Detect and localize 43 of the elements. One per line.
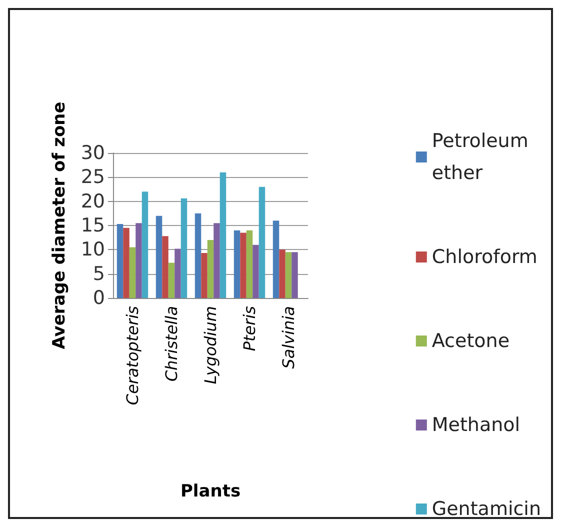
bar (136, 223, 142, 298)
legend-label: Acetone (432, 330, 510, 352)
legend-label: Methanol (432, 414, 520, 436)
bar (116, 224, 124, 298)
y-tick-label: 5 (92, 262, 105, 285)
x-tick-label: Ceratopteris (123, 306, 142, 406)
y-tick-label: 10 (80, 238, 105, 261)
bar (234, 230, 240, 298)
y-tick-label: 15 (80, 214, 105, 236)
bar (279, 250, 286, 298)
legend-label: Gentamicin (432, 498, 542, 520)
bar (246, 230, 253, 298)
bar (285, 252, 292, 298)
legend-label: Chloroform (432, 246, 538, 268)
bar (201, 253, 208, 298)
x-tick-label: Christella (162, 306, 181, 382)
x-tick-label: Lygodium (201, 306, 220, 384)
bar (129, 247, 136, 298)
y-tick-label: 30 (80, 142, 105, 164)
x-tick-label: Salvinia (279, 306, 298, 369)
y-tick-label: 25 (80, 166, 105, 188)
legend-label: Petroleum ether (432, 130, 528, 184)
bar (240, 232, 246, 298)
bar (252, 244, 259, 298)
y-tick-label: 0 (92, 287, 105, 309)
bar (142, 192, 148, 298)
bar (272, 220, 280, 298)
y-tick-label: 20 (80, 190, 105, 212)
bar (207, 240, 214, 298)
bar (258, 186, 266, 298)
x-axis-title: Plants (180, 482, 241, 502)
y-axis-title: Average diameter of zone (50, 102, 70, 350)
bar (162, 236, 168, 298)
bar (214, 223, 220, 298)
bar (156, 216, 162, 298)
bar (194, 213, 202, 298)
x-tick-label: Pteris (240, 306, 259, 352)
bar (292, 252, 298, 298)
bar (168, 262, 175, 298)
bar (180, 198, 188, 298)
bar (220, 172, 226, 298)
bar (174, 248, 181, 298)
bar (123, 228, 130, 298)
